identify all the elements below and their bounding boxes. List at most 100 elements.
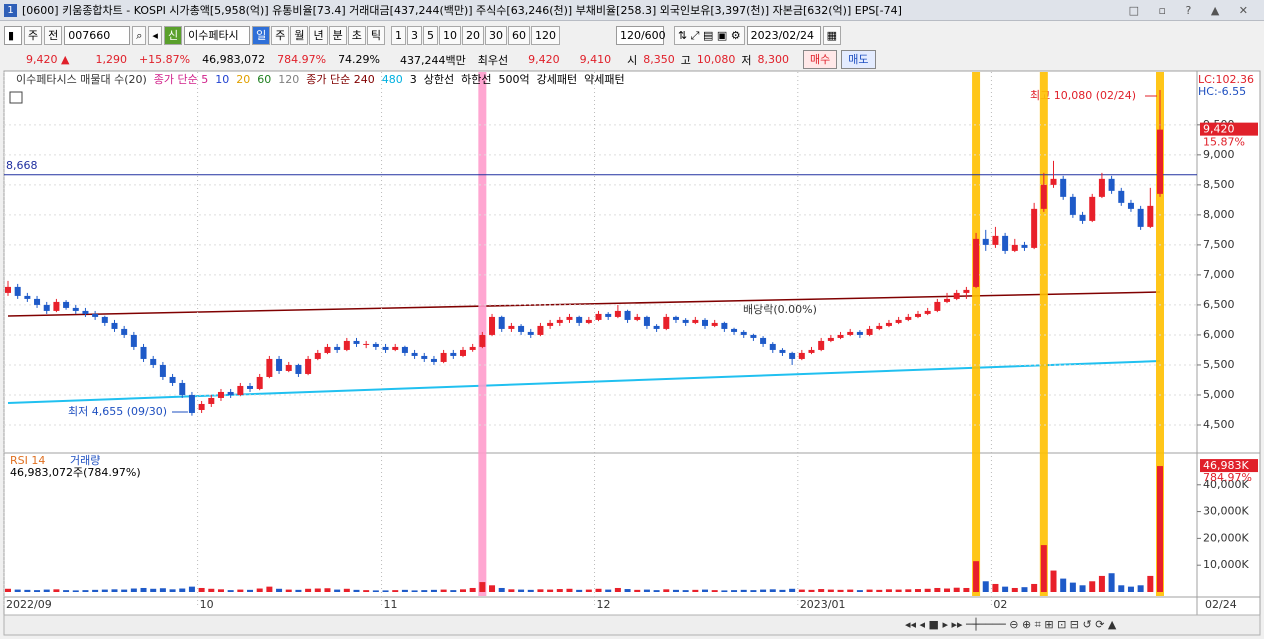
candle-body: [953, 292, 960, 299]
volume-bar: [266, 586, 273, 592]
calendar-button[interactable]: ▦: [822, 25, 842, 45]
volume-bar: [121, 589, 128, 592]
hc-label: HC:-6.55: [1198, 85, 1246, 98]
volume-bar: [924, 588, 931, 592]
date-input[interactable]: 2023/02/24: [746, 25, 821, 45]
window-controls[interactable]: □ ▫ ? ▲ ✕: [1128, 3, 1256, 17]
interval-button[interactable]: 일: [252, 25, 271, 45]
volume-bar: [489, 585, 496, 592]
last-volume-rate: 784.97%: [1203, 471, 1252, 484]
chart-icon[interactable]: ▮: [4, 25, 22, 45]
volume-bar: [382, 590, 389, 592]
interval-button[interactable]: 초: [347, 25, 366, 45]
bottom-toolbar: [3, 614, 1261, 636]
volume-bar: [576, 589, 583, 592]
lc-label: LC:102.36: [1198, 73, 1254, 86]
volume-bar: [353, 589, 360, 592]
interval-button[interactable]: 년: [309, 25, 328, 45]
candle-body: [876, 325, 883, 329]
minute-button[interactable]: 5: [422, 25, 438, 45]
interval-button[interactable]: 분: [328, 25, 347, 45]
interval-button[interactable]: 주: [271, 25, 290, 45]
volume-bar: [479, 582, 486, 592]
volume-bar: [363, 590, 370, 592]
amount: 437,244백만: [400, 53, 466, 67]
chart-frame: [3, 70, 1261, 616]
volume-bar: [285, 589, 292, 592]
volume-bar: [1118, 585, 1125, 592]
candle-body: [92, 313, 99, 317]
candle-body: [469, 346, 476, 350]
volume-bar: [372, 590, 379, 592]
sound-button[interactable]: ◂: [148, 25, 162, 45]
volume-bar: [159, 588, 166, 592]
minute-button[interactable]: 30: [484, 25, 507, 45]
interval-button[interactable]: 틱: [366, 25, 385, 45]
legend-icon[interactable]: [9, 91, 23, 104]
candle-body: [721, 322, 728, 329]
candle-body: [992, 235, 999, 245]
candle-body: [72, 307, 79, 311]
candle-body: [905, 316, 912, 320]
candle-body: [1127, 202, 1134, 209]
candle-body: [198, 403, 205, 410]
minute-button[interactable]: 120: [530, 25, 560, 45]
turnover-rate: 74.29%: [338, 53, 381, 66]
volume-bar: [827, 589, 834, 592]
volume-bar: [1127, 586, 1134, 592]
candle-body: [440, 352, 447, 362]
volume-bar: [111, 589, 118, 592]
legend-entry: 60: [257, 73, 271, 86]
minute-button[interactable]: 20: [461, 25, 484, 45]
candle-body: [479, 334, 486, 347]
code-input[interactable]: 007660: [64, 25, 131, 45]
minute-button[interactable]: 3: [406, 25, 422, 45]
bottom-controls[interactable]: ◂◂ ◂ ■ ▸ ▸▸ ─┼──── ⊖ ⊕ ⌗ ⊞ ⊡ ⊟ ↺ ⟳ ▲: [905, 617, 1117, 631]
interval-button[interactable]: 월: [290, 25, 309, 45]
volume-bar: [711, 590, 718, 592]
volume-bar: [508, 589, 515, 592]
candle-body: [430, 358, 437, 362]
candle-body: [779, 349, 786, 353]
period-unit[interactable]: 주: [24, 25, 43, 45]
y-tick-label: 5,000: [1203, 388, 1235, 401]
legend-entry: 약세패턴: [584, 72, 624, 86]
candle-body: [827, 337, 834, 341]
volume-bar: [537, 589, 544, 592]
candle-body: [914, 313, 921, 317]
buy-button[interactable]: 매수: [803, 50, 838, 69]
legend-entry: 3: [410, 73, 417, 86]
volume-bar: [314, 588, 321, 592]
volume-bar: [634, 589, 641, 592]
candle-body: [653, 325, 660, 329]
candle-body: [266, 358, 273, 377]
volume-bar: [702, 589, 709, 592]
count-input[interactable]: 120/600: [615, 25, 666, 45]
y-tick-label: 8,500: [1203, 178, 1235, 191]
candle-body: [895, 319, 902, 323]
minute-button[interactable]: 1: [390, 25, 406, 45]
y-tick-label: 9,000: [1203, 148, 1235, 161]
candle-body: [934, 301, 941, 311]
x-tick-label: 02/24: [1205, 598, 1237, 611]
candle-body: [1147, 205, 1154, 227]
volume-tick-label: 40,000K: [1203, 478, 1249, 491]
scope[interactable]: 전: [44, 25, 63, 45]
sell-button[interactable]: 매도: [841, 50, 876, 69]
search-button[interactable]: ⌕: [132, 25, 147, 45]
volume-bar: [343, 588, 350, 592]
volume-bar: [237, 589, 244, 592]
candle-body: [692, 319, 699, 323]
candle-body: [518, 325, 525, 332]
candle-body: [101, 316, 108, 323]
volume-bar: [992, 583, 999, 592]
candle-body: [1021, 244, 1028, 248]
volume-tick-label: 20,000K: [1203, 531, 1249, 544]
volume-bar: [527, 589, 534, 592]
volume-bar: [276, 588, 283, 592]
minute-button[interactable]: 60: [507, 25, 530, 45]
volume-bar: [856, 590, 863, 592]
tool-buttons[interactable]: ⇅ ⤢ ▤ ▣ ⚙: [673, 25, 745, 45]
candle-body: [217, 391, 224, 398]
minute-button[interactable]: 10: [438, 25, 461, 45]
